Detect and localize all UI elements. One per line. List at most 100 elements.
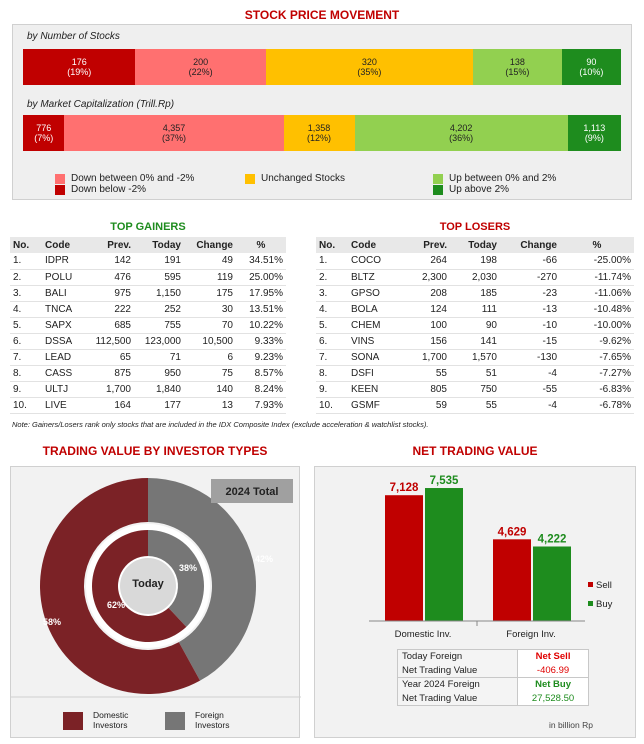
today-label-2: Net Trading Value: [396, 663, 519, 678]
legend-up-big: Up above 2%: [433, 184, 509, 195]
table-cell: 6.: [316, 333, 348, 350]
table-cell: 8.: [10, 365, 42, 382]
bar-segment: 320 (35%): [265, 49, 473, 85]
table-cell: 8.: [316, 365, 348, 382]
legend-label: Down below -2%: [71, 184, 147, 195]
bar-sell: [493, 539, 531, 621]
column-header: %: [236, 237, 286, 253]
inner-domestic-label: 62%: [107, 600, 125, 610]
bar-segment: 1,113 (9%): [567, 115, 621, 151]
table-cell: 8.24%: [236, 381, 286, 398]
segment-pct: (22%): [188, 67, 213, 77]
table-cell: 100: [400, 317, 450, 334]
column-header: Code: [42, 237, 86, 253]
table-cell: 1,700: [86, 381, 134, 398]
net-panel: 7,128 7,535 4,629 4,222 Domestic Inv. Forei…: [314, 466, 636, 738]
table-cell: -23: [500, 285, 560, 302]
table-cell: 2.: [316, 269, 348, 286]
bar-buy: [533, 546, 571, 621]
segment-value: 320: [361, 57, 377, 67]
gainers-title: TOP GAINERS: [110, 221, 186, 233]
center-label: Today: [132, 578, 164, 590]
legend-unchanged: Unchanged Stocks: [245, 173, 345, 184]
legend-foreign-label-2: Investors: [195, 720, 230, 730]
losers-table: No. Code Prev. Today Change% 1. COCO 264 198 -66-…: [316, 237, 634, 414]
table-cell: CASS: [42, 365, 86, 382]
segment-pct: (19%): [67, 67, 92, 77]
legend-label: Up between 0% and 2%: [449, 173, 557, 184]
table-cell: 156: [400, 333, 450, 350]
table-cell: 34.51%: [236, 253, 286, 270]
table-cell: -7.65%: [560, 349, 634, 366]
outer-foreign-label: 42%: [255, 554, 273, 564]
table-cell: BALI: [42, 285, 86, 302]
table-row: 1. COCO 264 198 -66 -25.00%: [316, 253, 634, 270]
bar-sell: [385, 495, 423, 621]
table-cell: VINS: [348, 333, 400, 350]
table-row: 1. IDPR 142 191 49 34.51%: [10, 253, 286, 270]
table-cell: 2,300: [400, 269, 450, 286]
year-value: 27,528.50: [517, 691, 589, 706]
table-cell: LIVE: [42, 397, 86, 414]
table-cell: 10.22%: [236, 317, 286, 334]
legend-swatch: [55, 184, 65, 195]
table-cell: -4: [500, 365, 560, 382]
table-cell: 4.: [316, 301, 348, 318]
table-cell: -130: [500, 349, 560, 366]
stocks-bar: 176 (19%) 200 (22%) 320 (35%) 138 (15%) 90 (10%): [23, 49, 621, 85]
table-cell: 111: [450, 301, 500, 318]
unit-label: in billion Rp: [549, 720, 593, 730]
table-cell: -7.27%: [560, 365, 634, 382]
segment-pct: (36%): [449, 133, 474, 143]
bar-segment: 200 (22%): [135, 49, 266, 85]
table-cell: 222: [86, 301, 134, 318]
table-header-row: No. Code Prev. Today Change%: [10, 237, 286, 253]
table-cell: KEEN: [348, 381, 400, 398]
table-cell: 70: [184, 317, 236, 334]
bar-buy: [425, 488, 463, 621]
table-cell: DSFI: [348, 365, 400, 382]
legend-down-small: Down between 0% and -2%: [55, 173, 194, 184]
footnote: Note: Gainers/Losers rank only stocks th…: [12, 420, 429, 429]
table-cell: 1.: [316, 253, 348, 270]
table-cell: 49: [184, 253, 236, 270]
legend-swatch: [433, 173, 443, 184]
table-cell: 685: [86, 317, 134, 334]
legend-swatch: [433, 184, 443, 195]
table-cell: 6.: [10, 333, 42, 350]
table-cell: 124: [400, 301, 450, 318]
table-row: 8. DSFI 55 51 -4 -7.27%: [316, 365, 634, 382]
table-cell: 65: [86, 349, 134, 366]
table-row: 10. GSMF 59 55 -4 -6.78%: [316, 397, 634, 414]
table-cell: GPSO: [348, 285, 400, 302]
table-cell: 1,700: [400, 349, 450, 366]
table-cell: 1,570: [450, 349, 500, 366]
table-cell: 175: [184, 285, 236, 302]
legend-buy-label: Buy: [596, 599, 613, 610]
table-cell: 51: [450, 365, 500, 382]
table-cell: 10.: [10, 397, 42, 414]
table-cell: -9.62%: [560, 333, 634, 350]
legend-sell-label: Sell: [596, 580, 612, 591]
segment-value: 1,358: [307, 123, 331, 133]
legend-domestic-label-2: Investors: [93, 720, 128, 730]
table-cell: 1,840: [134, 381, 184, 398]
bar-segment: 4,357 (37%): [64, 115, 284, 151]
table-cell: 2,030: [450, 269, 500, 286]
table-cell: 10,500: [184, 333, 236, 350]
outer-domestic-label: 58%: [43, 617, 61, 627]
table-cell: -10: [500, 317, 560, 334]
today-value: -406.99: [517, 663, 589, 678]
net-info-table: Today Foreign Net Sell Net Trading Value…: [396, 649, 589, 706]
segment-pct: (9%): [584, 133, 604, 143]
table-row: 2. BLTZ 2,300 2,030 -270 -11.74%: [316, 269, 634, 286]
losers-title: TOP LOSERS: [439, 221, 511, 233]
table-cell: -66: [500, 253, 560, 270]
table-row: 6. DSSA 112,500 123,000 10,500 9.33%: [10, 333, 286, 350]
bar-segment: 776 (7%): [23, 115, 65, 151]
investor-panel: 2024 Total Today 58% 42% 62% 38% Domesti…: [10, 466, 301, 738]
gainers-table: No. Code Prev. Today Change% 1. IDPR 142 191 49 34…: [10, 237, 286, 414]
table-header-row: No. Code Prev. Today Change%: [316, 237, 634, 253]
table-cell: -10.48%: [560, 301, 634, 318]
table-cell: 13.51%: [236, 301, 286, 318]
